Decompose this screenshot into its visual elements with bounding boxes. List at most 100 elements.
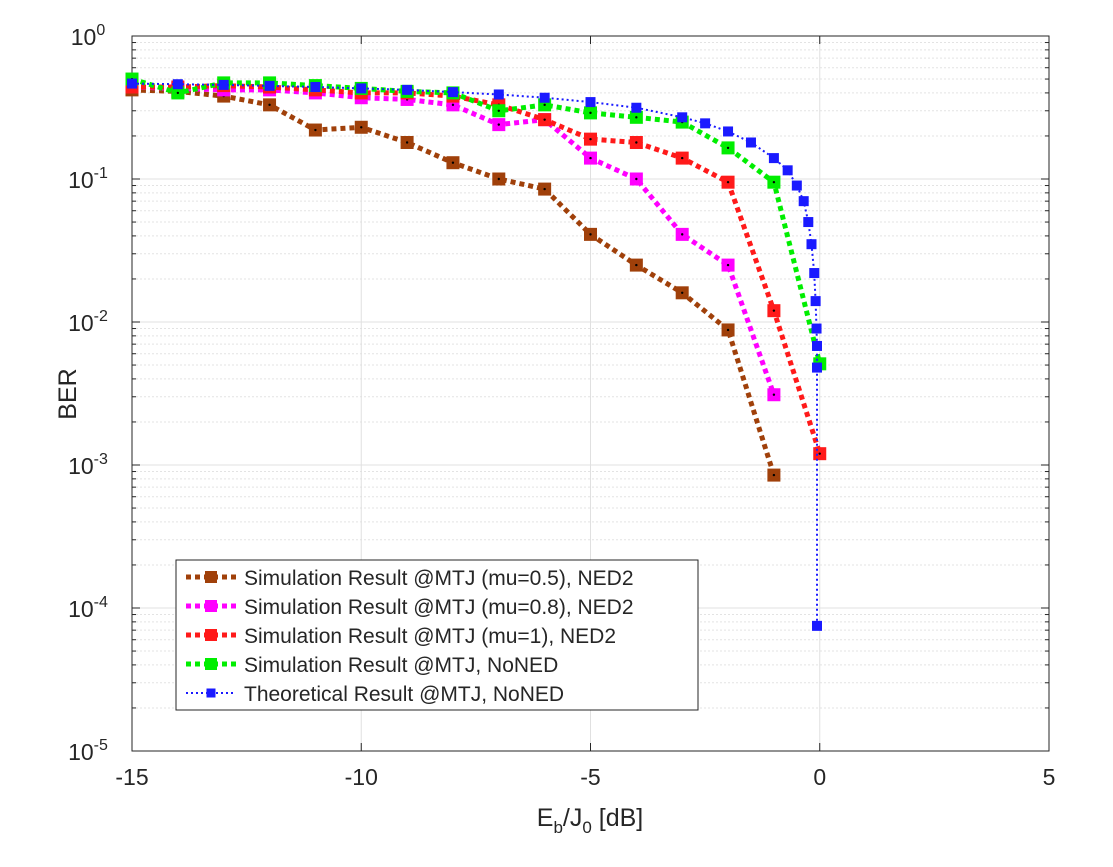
- data-point: [402, 84, 413, 95]
- series-line: [131, 82, 818, 626]
- data-point: [677, 112, 688, 123]
- data-point-center: [543, 118, 546, 121]
- data-point: [585, 97, 596, 108]
- data-point: [811, 340, 822, 351]
- legend-swatch-marker: [206, 688, 216, 698]
- data-point-center: [589, 156, 592, 160]
- data-point: [745, 137, 756, 148]
- legend-swatch-marker: [205, 571, 217, 583]
- legend: Simulation Result @MTJ (mu=0.5), NED2 Sim…: [175, 559, 699, 711]
- data-point: [218, 79, 229, 90]
- data-point: [811, 362, 822, 373]
- x-tick-label: -10: [345, 764, 378, 790]
- data-point-center: [589, 233, 592, 236]
- data-point-center: [726, 263, 730, 267]
- data-point: [809, 268, 820, 279]
- data-point-center: [405, 141, 409, 144]
- data-point-center: [818, 452, 821, 455]
- data-point-center: [360, 126, 363, 129]
- legend-label: Simulation Result @MTJ (mu=1), NED2: [244, 625, 616, 648]
- series-line: [131, 76, 823, 365]
- data-point-center: [314, 128, 317, 132]
- data-point: [798, 196, 809, 207]
- data-point-center: [681, 291, 684, 295]
- data-point-center: [772, 180, 776, 184]
- data-point-center: [681, 233, 684, 236]
- data-point-center: [635, 177, 638, 181]
- data-point-center: [176, 91, 180, 95]
- data-point-center: [772, 309, 776, 312]
- y-axis-label: BER: [54, 368, 82, 419]
- y-tick-label: 100: [71, 22, 106, 50]
- data-point-center: [497, 109, 500, 112]
- series-group: [125, 72, 827, 631]
- data-point: [782, 165, 793, 176]
- data-point-center: [772, 393, 776, 396]
- legend-swatch-marker: [205, 629, 217, 641]
- x-tick-label: 0: [813, 764, 826, 790]
- data-point-center: [635, 263, 638, 267]
- data-point-center: [543, 103, 546, 107]
- data-point: [356, 83, 367, 94]
- data-point-center: [635, 141, 638, 144]
- series-5: [127, 78, 822, 631]
- data-point: [127, 78, 137, 89]
- data-point-center: [589, 137, 592, 141]
- data-point-center: [589, 111, 592, 115]
- legend-swatch-marker: [205, 600, 217, 612]
- data-point-center: [268, 103, 271, 107]
- data-point: [810, 296, 821, 307]
- data-point: [700, 118, 711, 129]
- legend-item: Simulation Result @MTJ (mu=0.5), NED2: [186, 567, 634, 590]
- legend-item: Simulation Result @MTJ (mu=0.8), NED2: [186, 596, 634, 619]
- legend-label: Simulation Result @MTJ (mu=0.5), NED2: [244, 567, 634, 590]
- legend-label: Theoretical Result @MTJ, NoNED: [244, 683, 564, 706]
- data-point: [791, 180, 802, 191]
- data-point-center: [451, 161, 455, 164]
- data-point-center: [497, 177, 500, 181]
- legend-swatch-marker: [205, 658, 217, 670]
- x-tick-label: -5: [580, 764, 600, 790]
- legend-label: Simulation Result @MTJ (mu=0.8), NED2: [244, 596, 634, 619]
- x-tick-label: -15: [115, 764, 148, 790]
- data-point: [803, 217, 814, 228]
- legend-item: Simulation Result @MTJ (mu=1), NED2: [186, 625, 616, 648]
- data-point: [493, 89, 504, 100]
- y-tick-label: 10-1: [68, 165, 108, 193]
- data-point: [723, 126, 734, 137]
- data-point-center: [726, 146, 730, 150]
- data-point: [447, 87, 458, 98]
- data-point-center: [497, 123, 500, 126]
- x-axis-label: Eb/J0 [dB]: [537, 804, 644, 837]
- y-tick-label: 10-3: [68, 451, 108, 479]
- data-point-center: [635, 116, 638, 119]
- legend-label: Simulation Result @MTJ, NoNED: [244, 654, 558, 677]
- data-point-center: [726, 180, 730, 184]
- data-point: [172, 79, 183, 90]
- data-point: [631, 102, 642, 113]
- data-point: [811, 620, 822, 631]
- data-point-center: [451, 103, 455, 107]
- data-point-center: [726, 328, 730, 332]
- legend-item: Theoretical Result @MTJ, NoNED: [186, 683, 564, 706]
- y-tick-label: 10-5: [68, 737, 108, 765]
- data-point: [264, 80, 275, 91]
- y-tick-label: 10-2: [68, 308, 108, 336]
- legend-box: [175, 559, 699, 711]
- data-point: [768, 153, 779, 164]
- legend-item: Simulation Result @MTJ, NoNED: [186, 654, 558, 677]
- data-point: [806, 239, 817, 250]
- data-point-center: [543, 187, 546, 191]
- data-point: [310, 81, 321, 92]
- x-tick-label: 5: [1043, 764, 1056, 790]
- data-point: [811, 323, 822, 334]
- axes: -15 -10 -5 0 5 100 10-1 10-2 10-3 10-4 10-5: [68, 22, 1055, 790]
- data-point: [539, 92, 550, 103]
- data-point-center: [681, 156, 684, 160]
- series-line: [132, 83, 823, 455]
- y-tick-label: 10-4: [68, 594, 108, 622]
- data-point-center: [772, 473, 776, 477]
